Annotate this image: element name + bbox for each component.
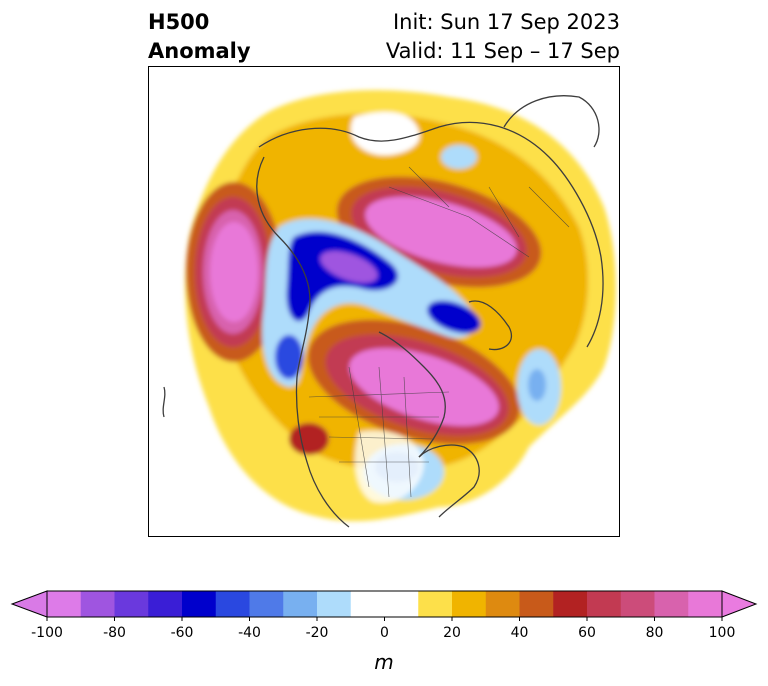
colorbar-bin <box>148 591 183 617</box>
neutral-us <box>354 430 424 503</box>
colorbar-tick-label: 60 <box>578 625 596 641</box>
colorbar-bin <box>350 591 385 617</box>
colorbar-tick-label: 40 <box>511 625 529 641</box>
colorbar-tick-label: -100 <box>31 625 63 641</box>
init-time: Init: Sun 17 Sep 2023 <box>392 10 620 34</box>
colorbar-unit-label: m <box>374 650 393 674</box>
colorbar-extend-high <box>721 590 758 618</box>
colorbar-bin <box>654 591 689 617</box>
colorbar-bin <box>553 591 588 617</box>
low-core-d <box>427 300 481 334</box>
colorbar-tick-label: 80 <box>646 625 664 641</box>
colorbar-tick-label: 20 <box>443 625 461 641</box>
high-north-core <box>365 196 517 268</box>
map-title-left: H500 Anomaly <box>148 8 251 66</box>
colorbar-bin <box>620 591 655 617</box>
colorbar-bin <box>114 591 149 617</box>
colorbar-tick-label: -20 <box>306 625 329 641</box>
colorbar-extend-low <box>10 590 48 618</box>
colorbar-boxes <box>10 590 758 618</box>
colorbar-bin <box>80 591 115 617</box>
neutral-arctic <box>350 112 420 156</box>
colorbar-bin <box>485 591 520 617</box>
colorbar-bin <box>249 591 284 617</box>
colorbar-bin <box>182 591 217 617</box>
title-line-2: Anomaly <box>148 39 251 63</box>
low-arctic <box>441 145 477 169</box>
high-east-core <box>349 348 499 426</box>
high-us-southwest <box>289 423 329 455</box>
low-core-c <box>275 335 303 379</box>
colorbar-bin <box>587 591 622 617</box>
map-canvas <box>162 90 617 528</box>
valid-period: Valid: 11 Sep – 17 Sep <box>385 39 620 63</box>
low-core-b <box>320 251 378 283</box>
high-west-core <box>210 222 258 322</box>
title-line-1: H500 <box>148 10 210 34</box>
colorbar-bin <box>519 591 554 617</box>
colorbar: -100 -80 -60 -40 -20 0 20 40 60 80 100 m <box>10 590 758 674</box>
colorbar-bin <box>215 591 250 617</box>
colorbar-bin <box>283 591 318 617</box>
colorbar-tick-label: 0 <box>380 625 389 641</box>
colorbar-tick-label: -60 <box>171 625 194 641</box>
colorbar-bin <box>452 591 487 617</box>
anomaly-map <box>148 66 620 537</box>
colorbar-bin <box>418 591 453 617</box>
low-atlantic-core <box>528 369 546 401</box>
colorbar-bin <box>317 591 352 617</box>
colorbar-tick-label: 100 <box>709 625 736 641</box>
colorbar-tick-label: -40 <box>238 625 261 641</box>
anomaly-shading <box>185 90 617 522</box>
colorbar-ticks: -100 -80 -60 -40 -20 0 20 40 60 80 100 <box>31 617 735 641</box>
colorbar-bin <box>384 591 419 617</box>
colorbar-bin <box>688 591 723 617</box>
borders <box>308 166 570 498</box>
colorbar-bin <box>47 591 82 617</box>
colorbar-tick-label: -80 <box>103 625 126 641</box>
map-title-right: Init: Sun 17 Sep 2023 Valid: 11 Sep – 17… <box>386 8 620 66</box>
